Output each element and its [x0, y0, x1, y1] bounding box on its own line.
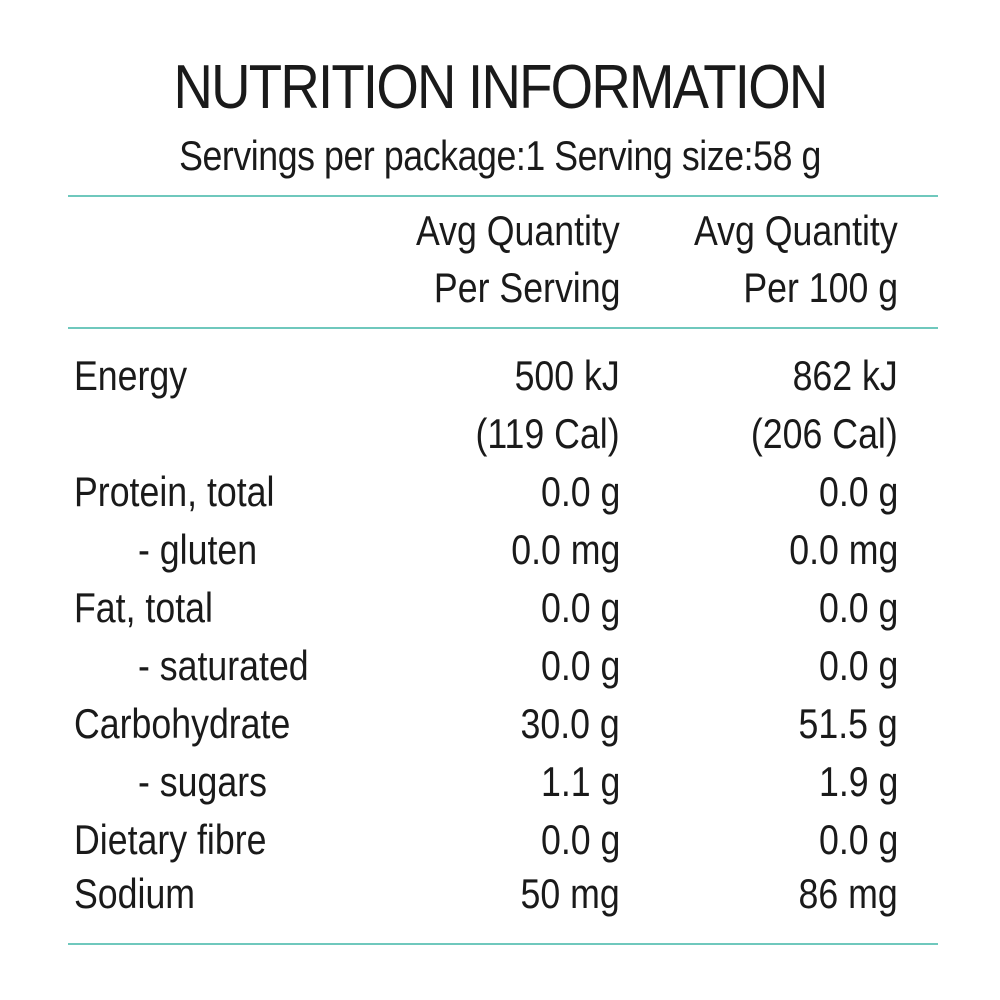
top-divider	[68, 195, 938, 197]
energy-cal-per-serving: (119 Cal)	[475, 410, 620, 457]
header-per-100g-line1: Avg Quantity	[694, 207, 898, 254]
gluten-per-100g: 0.0 mg	[788, 526, 898, 573]
dietary-fibre-per-serving: 0.0 g	[540, 816, 620, 863]
saturated-per-serving: 0.0 g	[540, 642, 620, 689]
fat-per-100g: 0.0 g	[818, 584, 898, 631]
gluten-per-serving: 0.0 mg	[510, 526, 620, 573]
header-per-serving-line2: Per Serving	[433, 264, 620, 311]
header-per-100g-line2: Per 100 g	[743, 264, 898, 311]
saturated-per-100g: 0.0 g	[818, 642, 898, 689]
header-divider	[68, 327, 938, 329]
serving-info: Servings per package:1 Serving size:58 g	[179, 132, 821, 179]
protein-per-serving: 0.0 g	[540, 468, 620, 515]
protein-per-100g: 0.0 g	[818, 468, 898, 515]
carbohydrate-per-100g: 51.5 g	[798, 700, 898, 747]
energy-per-serving: 500 kJ	[514, 352, 620, 399]
energy-per-100g: 862 kJ	[792, 352, 898, 399]
sugars-per-serving: 1.1 g	[540, 758, 620, 805]
row-label-gluten: - gluten	[138, 526, 258, 573]
carbohydrate-per-serving: 30.0 g	[520, 700, 620, 747]
bottom-divider	[68, 943, 938, 945]
sodium-per-serving: 50 mg	[520, 870, 620, 917]
panel-title: NUTRITION INFORMATION	[173, 53, 828, 122]
row-label-sugars: - sugars	[138, 758, 267, 805]
row-label-sodium: Sodium	[74, 870, 196, 917]
row-label-saturated: - saturated	[138, 642, 309, 689]
row-label-carbohydrate: Carbohydrate	[74, 700, 291, 747]
header-per-serving-line1: Avg Quantity	[416, 207, 620, 254]
row-label-energy: Energy	[74, 352, 188, 399]
row-label-dietary-fibre: Dietary fibre	[74, 816, 267, 863]
energy-cal-per-100g: (206 Cal)	[751, 410, 898, 457]
dietary-fibre-per-100g: 0.0 g	[818, 816, 898, 863]
fat-per-serving: 0.0 g	[540, 584, 620, 631]
row-label-protein: Protein, total	[74, 468, 275, 515]
sugars-per-100g: 1.9 g	[818, 758, 898, 805]
sodium-per-100g: 86 mg	[798, 870, 898, 917]
row-label-fat: Fat, total	[74, 584, 213, 631]
